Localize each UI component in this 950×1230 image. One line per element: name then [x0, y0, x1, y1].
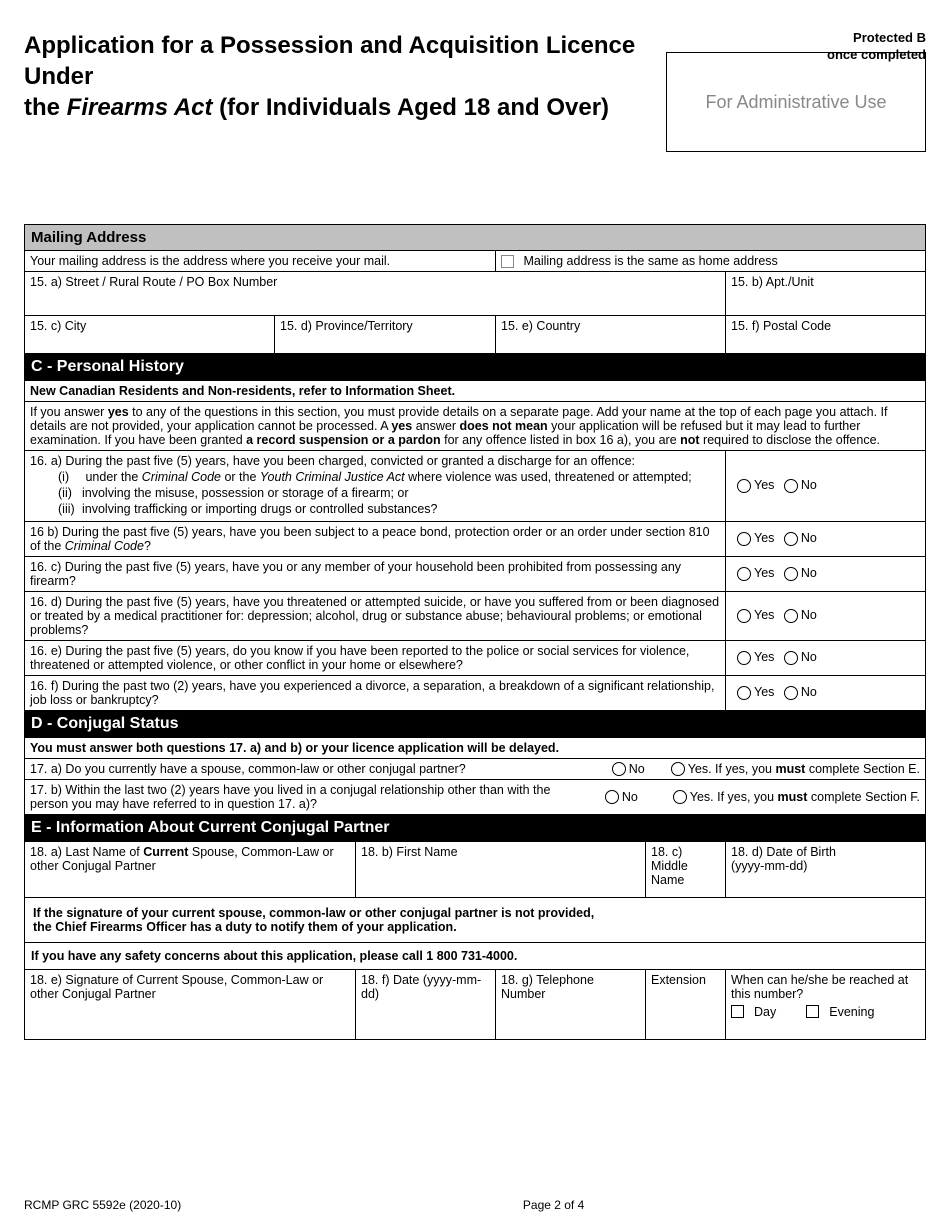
section-e: E - Information About Current Conjugal P… — [25, 814, 926, 841]
q16d-yes-radio[interactable] — [737, 609, 751, 623]
field-18g[interactable]: 18. g) Telephone Number — [496, 969, 646, 1039]
q17b-no-radio[interactable] — [605, 790, 619, 804]
section-c: C - Personal History — [25, 353, 926, 380]
q16b-yn: Yes No — [726, 521, 926, 556]
admin-text: For Administrative Use — [705, 92, 886, 113]
q16c-yes-radio[interactable] — [737, 567, 751, 581]
q16f-yes-radio[interactable] — [737, 686, 751, 700]
residents-note: New Canadian Residents and Non-residents… — [25, 380, 926, 401]
q16c: 16. c) During the past five (5) years, h… — [25, 556, 726, 591]
q16a-ii: (ii)involving the misuse, possession or … — [58, 486, 720, 500]
partner-note1: If the signature of your current spouse,… — [25, 897, 926, 942]
q16d-no-radio[interactable] — [784, 609, 798, 623]
mailing-same-cell: Mailing address is the same as home addr… — [496, 250, 926, 271]
q16b-yes-radio[interactable] — [737, 532, 751, 546]
label-15a: 15. a) Street / Rural Route / PO Box Num… — [30, 275, 277, 289]
q16e: 16. e) During the past five (5) years, d… — [25, 640, 726, 675]
footer: RCMP GRC 5592e (2020-10) Page 2 of 4 — [24, 1198, 926, 1212]
q16e-yn: Yes No — [726, 640, 926, 675]
q17b-yes-radio[interactable] — [673, 790, 687, 804]
q17a-row: 17. a) Do you currently have a spouse, c… — [25, 758, 926, 779]
q16d-yn: Yes No — [726, 591, 926, 640]
form-table: Mailing Address Your mailing address is … — [24, 224, 926, 1040]
title-line2-italic: Firearms Act — [67, 94, 213, 121]
field-18e[interactable]: 18. e) Signature of Current Spouse, Comm… — [25, 969, 356, 1039]
title-line2-pre: the — [24, 94, 67, 121]
q16b-no-radio[interactable] — [784, 532, 798, 546]
label-15f: 15. f) Postal Code — [731, 319, 831, 333]
field-15a[interactable]: 15. a) Street / Rural Route / PO Box Num… — [25, 271, 726, 315]
field-15c[interactable]: 15. c) City — [25, 315, 275, 353]
same-address-checkbox[interactable] — [501, 255, 514, 268]
field-18a[interactable]: 18. a) Last Name of Current Spouse, Comm… — [25, 841, 356, 897]
footer-left: RCMP GRC 5592e (2020-10) — [24, 1198, 181, 1212]
q17b-row: 17. b) Within the last two (2) years hav… — [25, 779, 926, 814]
field-18f[interactable]: 18. f) Date (yyyy-mm-dd) — [356, 969, 496, 1039]
footer-center: Page 2 of 4 — [523, 1198, 584, 1212]
q16a: 16. a) During the past five (5) years, h… — [25, 450, 726, 521]
q16a-i: (i) under the Criminal Code or the Youth… — [58, 470, 720, 484]
q16e-no-radio[interactable] — [784, 651, 798, 665]
q16d: 16. d) During the past five (5) years, h… — [25, 591, 726, 640]
label-15d: 15. d) Province/Territory — [280, 319, 413, 333]
q16c-no-radio[interactable] — [784, 567, 798, 581]
field-reach: When can he/she be reached at this numbe… — [726, 969, 926, 1039]
q17a-yes-radio[interactable] — [671, 762, 685, 776]
q17a-text: 17. a) Do you currently have a spouse, c… — [30, 762, 586, 776]
section-mailing: Mailing Address — [25, 224, 926, 250]
mailing-note: Your mailing address is the address wher… — [25, 250, 496, 271]
q16f: 16. f) During the past two (2) years, ha… — [25, 675, 726, 710]
partner-note2: If you have any safety concerns about th… — [25, 942, 926, 969]
q16a-lead: 16. a) During the past five (5) years, h… — [30, 454, 720, 468]
conjugal-must: You must answer both questions 17. a) an… — [25, 737, 926, 758]
q16a-no-radio[interactable] — [784, 479, 798, 493]
reach-day-checkbox[interactable] — [731, 1005, 744, 1018]
label-15c: 15. c) City — [30, 319, 86, 333]
field-15d[interactable]: 15. d) Province/Territory — [275, 315, 496, 353]
protected-l1: Protected B — [853, 30, 926, 45]
q16f-no-radio[interactable] — [784, 686, 798, 700]
field-15e[interactable]: 15. e) Country — [496, 315, 726, 353]
label-15b: 15. b) Apt./Unit — [731, 275, 814, 289]
title-line1: Application for a Possession and Acquisi… — [24, 32, 635, 90]
q17b-text: 17. b) Within the last two (2) years hav… — [30, 783, 570, 811]
q16c-yn: Yes No — [726, 556, 926, 591]
field-18d[interactable]: 18. d) Date of Birth (yyyy-mm-dd) — [726, 841, 926, 897]
q16a-yes-radio[interactable] — [737, 479, 751, 493]
field-18b[interactable]: 18. b) First Name — [356, 841, 646, 897]
page-title: Application for a Possession and Acquisi… — [24, 30, 664, 124]
q16a-iii: (iii)involving trafficking or importing … — [58, 502, 720, 516]
field-18g-ext[interactable]: Extension — [646, 969, 726, 1039]
q16b: 16 b) During the past five (5) years, ha… — [25, 521, 726, 556]
field-15f[interactable]: 15. f) Postal Code — [726, 315, 926, 353]
history-intro: If you answer yes to any of the question… — [25, 401, 926, 450]
q17a-no-radio[interactable] — [612, 762, 626, 776]
q16a-yn: Yes No — [726, 450, 926, 521]
reach-evening-checkbox[interactable] — [806, 1005, 819, 1018]
section-d: D - Conjugal Status — [25, 710, 926, 737]
q16e-yes-radio[interactable] — [737, 651, 751, 665]
admin-use-box: For Administrative Use — [666, 52, 926, 152]
field-15b[interactable]: 15. b) Apt./Unit — [726, 271, 926, 315]
label-15e: 15. e) Country — [501, 319, 580, 333]
field-18c[interactable]: 18. c) Middle Name — [646, 841, 726, 897]
q16f-yn: Yes No — [726, 675, 926, 710]
title-line2-post: (for Individuals Aged 18 and Over) — [213, 94, 610, 121]
same-address-label: Mailing address is the same as home addr… — [523, 254, 777, 268]
